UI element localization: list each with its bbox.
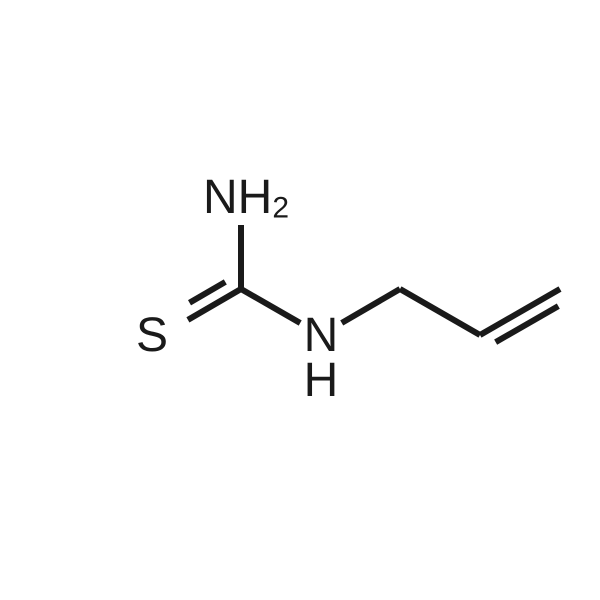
atom-label-s: S	[136, 309, 168, 362]
chemical-structure-diagram: NH2SNH	[0, 0, 600, 600]
single-bond	[342, 289, 400, 323]
double-bond-line	[496, 306, 559, 342]
atom-label-n_amide: NH2	[203, 171, 289, 225]
double-bond-line	[188, 289, 241, 320]
atom-label-n_h-h: H	[304, 354, 339, 407]
single-bond	[400, 289, 480, 335]
bonds-group	[188, 225, 560, 342]
single-bond	[241, 289, 300, 323]
